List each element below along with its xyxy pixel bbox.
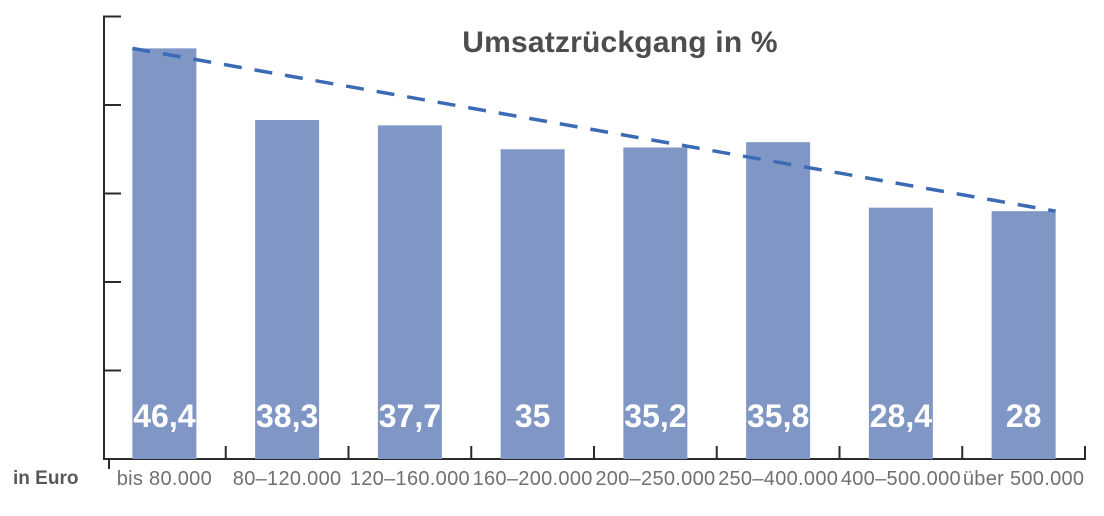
trend-line: [132, 46, 1056, 213]
bar: [255, 120, 320, 460]
bar-value-label: 38,3: [256, 398, 318, 434]
bar: [623, 147, 688, 460]
bar-value-label: 28: [1006, 398, 1042, 434]
bar-value-label: 35,8: [747, 398, 809, 434]
bar-value-label: 46,4: [133, 398, 195, 434]
bar: [991, 211, 1056, 459]
category-label: 250–400.000: [718, 468, 838, 490]
bar: [868, 207, 933, 459]
category-label: bis 80.000: [117, 468, 212, 490]
chart-title: Umsatzrückgang in %: [462, 26, 778, 59]
category-label: 80–120.000: [233, 468, 342, 490]
bar-value-label: 35,2: [624, 398, 686, 434]
category-label: 400–500.000: [841, 468, 961, 490]
category-label: 160–200.000: [473, 468, 593, 490]
bar: [377, 125, 442, 459]
category-label: über 500.000: [963, 468, 1084, 490]
bar-value-label: 28,4: [870, 398, 932, 434]
bar: [500, 149, 565, 459]
category-label: 200–250.000: [595, 468, 715, 490]
bar-value-label: 35: [515, 398, 551, 434]
bar: [746, 142, 811, 460]
bar: [132, 48, 197, 460]
x-axis-unit-label: in Euro: [13, 468, 79, 489]
bar-value-label: 37,7: [379, 398, 441, 434]
category-label: 120–160.000: [350, 468, 470, 490]
